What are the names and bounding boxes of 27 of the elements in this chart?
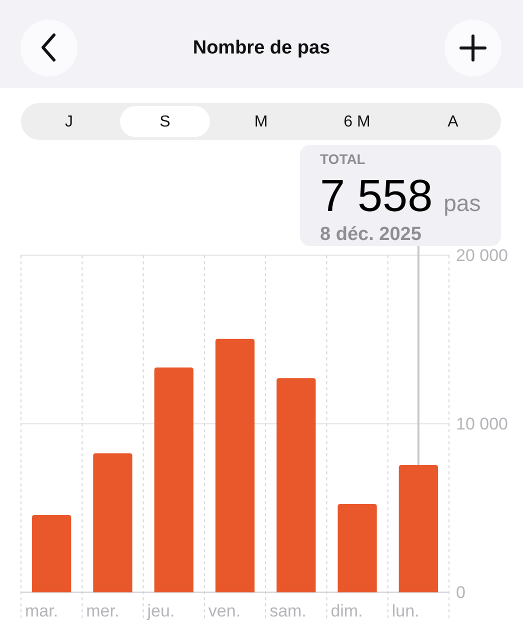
text: 6 M — [344, 114, 370, 130]
bar — [338, 504, 377, 592]
y-tick-label: 20 000 — [456, 246, 508, 265]
chart-title: Nombre de pas — [192, 38, 330, 58]
x-tick-label: ven. — [208, 602, 241, 620]
bar — [215, 338, 255, 592]
x-tick-label: sam. — [270, 602, 306, 620]
bar — [32, 514, 72, 592]
x-tick-label: jeu. — [146, 602, 175, 620]
y-tick-label: 10 000 — [456, 414, 508, 434]
text: pas — [444, 190, 481, 216]
y-tick-label: 0 — [456, 582, 466, 602]
text: TOTAL — [320, 151, 366, 167]
text: M — [254, 114, 268, 130]
x-tick-label: dim. — [330, 602, 363, 620]
x-tick-label: mer. — [86, 602, 120, 620]
bar — [93, 453, 132, 592]
x-tick-label: mar. — [25, 602, 58, 620]
bar — [276, 378, 316, 592]
bar — [398, 464, 438, 592]
text: S — [160, 114, 170, 130]
text: A — [448, 114, 459, 130]
text: J — [65, 114, 73, 130]
x-tick-label: lun. — [392, 602, 420, 620]
text: 8 déc. 2025 — [320, 224, 422, 245]
bar — [154, 368, 194, 592]
text: 7 558 — [320, 170, 433, 221]
